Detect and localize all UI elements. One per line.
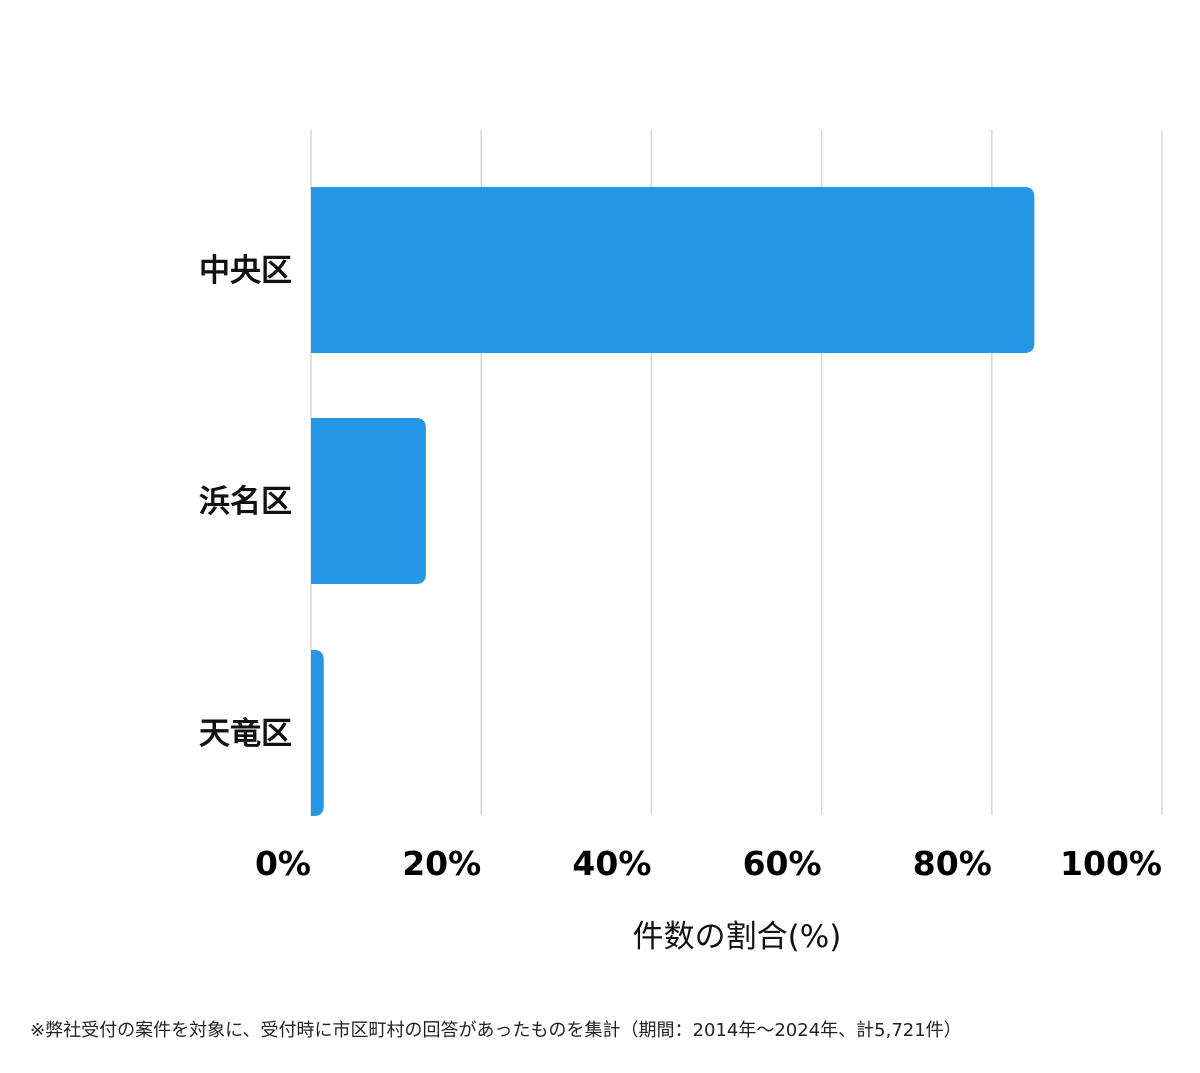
category-label-1: 中央区 bbox=[199, 253, 292, 289]
x-axis-title: 件数の割合(%) bbox=[633, 919, 842, 955]
bar-2 bbox=[311, 418, 426, 584]
category-label-3: 天竜区 bbox=[199, 716, 292, 752]
x-tick-label-20: 20% bbox=[402, 844, 481, 883]
bar-layer bbox=[311, 187, 1035, 816]
category-label-2: 浜名区 bbox=[199, 484, 292, 520]
x-tick-label-60: 60% bbox=[743, 844, 822, 883]
x-tick-label-100: 100% bbox=[1060, 844, 1162, 883]
x-tick-label-40: 40% bbox=[572, 844, 651, 883]
footnote: ※弊社受付の案件を対象に、受付時に市区町村の回答があったものを集計（期間：201… bbox=[30, 1020, 962, 1041]
x-tick-label-80: 80% bbox=[913, 844, 992, 883]
x-tick-label-0: 0% bbox=[255, 844, 311, 883]
bar-3 bbox=[311, 650, 324, 816]
x-tick-labels: 0% 20% 40% 60% 80% 100% bbox=[255, 844, 1162, 883]
bar-1 bbox=[311, 187, 1035, 353]
